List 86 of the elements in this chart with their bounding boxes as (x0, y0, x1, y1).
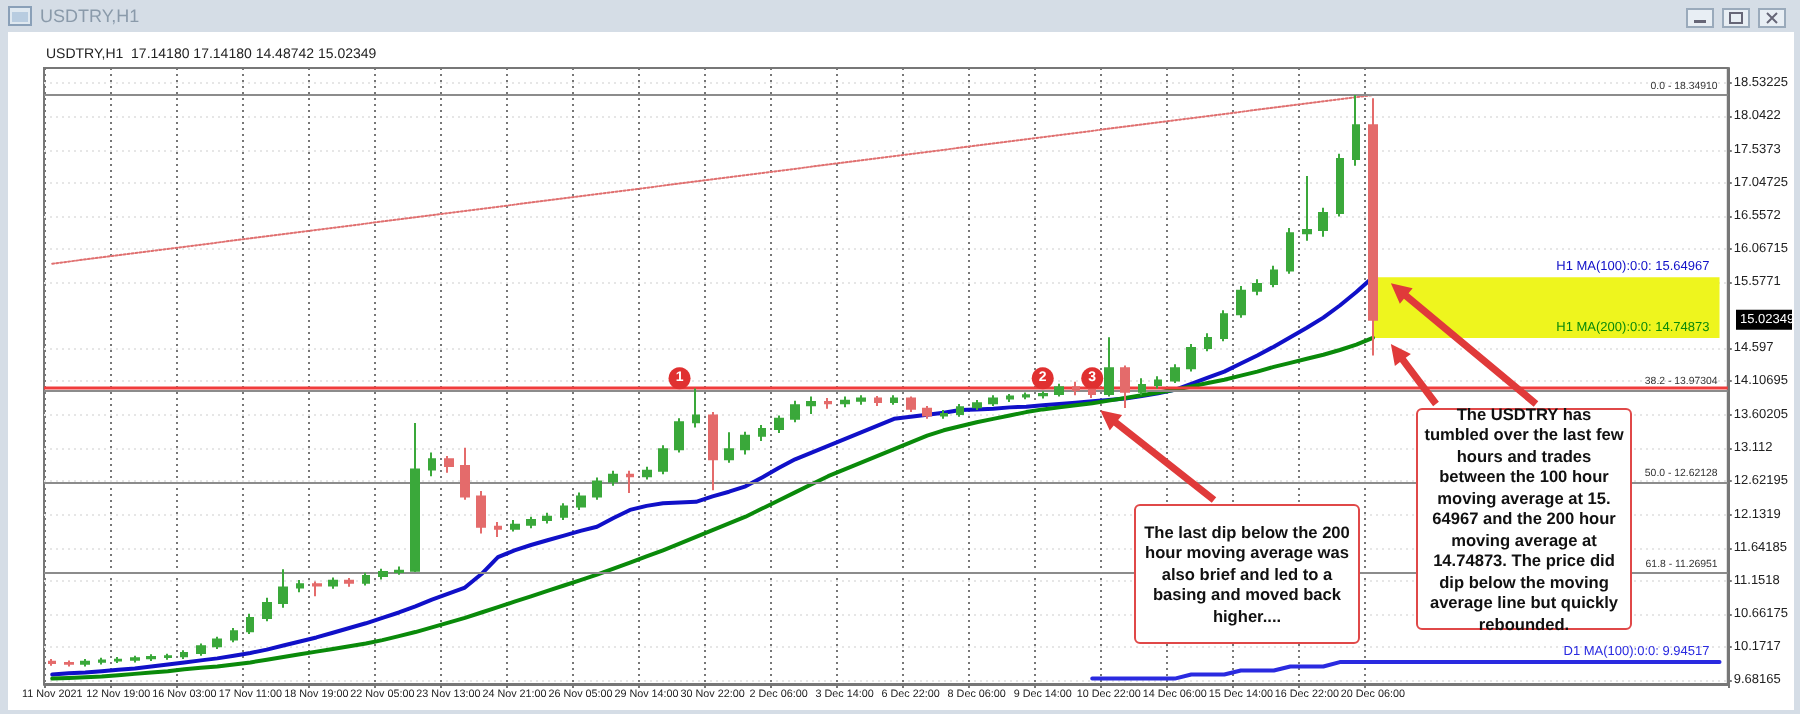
candlestick (262, 596, 272, 623)
candlestick (1270, 264, 1278, 289)
candlestick (394, 565, 404, 576)
candlestick (328, 576, 338, 590)
candlestick (362, 571, 370, 587)
candlestick (592, 476, 602, 501)
candlestick (956, 403, 964, 418)
candlestick (460, 446, 470, 501)
candlestick (312, 580, 322, 598)
candlestick (344, 577, 354, 588)
candlestick (1088, 388, 1096, 399)
candlestick (608, 469, 618, 487)
candlestick (278, 568, 288, 609)
candlestick (774, 414, 784, 435)
candlestick (790, 399, 800, 424)
candlestick (758, 423, 766, 443)
candlestick (674, 417, 684, 454)
candlestick (1336, 152, 1344, 218)
candlestick (1368, 97, 1378, 357)
candlestick (906, 395, 916, 414)
candlestick (922, 405, 932, 420)
candlestick (510, 519, 520, 533)
candlestick (972, 398, 982, 412)
candlestick (1204, 332, 1212, 353)
candlestick (1302, 174, 1312, 242)
candlestick (230, 627, 238, 644)
candlestick (444, 454, 454, 474)
candlestick (1022, 391, 1030, 401)
candlestick (1138, 377, 1146, 397)
candlestick (1054, 382, 1064, 398)
candlestick (164, 652, 172, 661)
candlestick (708, 411, 718, 492)
candlestick (1186, 342, 1196, 373)
candlestick (80, 658, 90, 668)
candlestick (1252, 278, 1262, 297)
candlestick (874, 394, 882, 408)
candlestick (824, 396, 832, 410)
candlestick (740, 430, 750, 456)
candlestick (64, 659, 74, 668)
candlestick (560, 502, 568, 522)
candlestick (246, 612, 254, 636)
candlestick (856, 394, 866, 406)
candlestick (296, 579, 304, 594)
candlestick (1072, 380, 1080, 397)
candlestick (890, 394, 898, 406)
candlestick (410, 421, 420, 573)
line-series (50, 335, 1375, 681)
candlestick (428, 451, 436, 478)
candlestick (626, 469, 634, 495)
candlestick (526, 515, 536, 530)
candlestick (1286, 226, 1294, 275)
candlestick (1038, 390, 1048, 400)
candlestick (130, 654, 140, 664)
candlestick (378, 567, 388, 581)
candlestick (1154, 375, 1162, 390)
candlestick (692, 387, 700, 429)
annotation: The last dip below the 200 hour moving average was also brief and led to a basing and moved back higher.... (1134, 504, 1360, 644)
candlestick (98, 656, 106, 666)
candlestick (476, 490, 486, 535)
candlestick (494, 521, 502, 538)
candlestick (658, 444, 668, 476)
line-series (1090, 660, 1722, 681)
candlestick (146, 653, 156, 663)
candlestick (576, 491, 586, 511)
candlestick (1352, 93, 1360, 167)
candlestick (724, 431, 734, 464)
candlestick (1104, 336, 1114, 398)
candlestick (212, 635, 222, 650)
candlestick (940, 409, 948, 420)
candlestick (542, 511, 552, 525)
candlestick (48, 658, 56, 667)
candlestick (840, 395, 850, 409)
candlestick (642, 465, 652, 481)
candlestick (1220, 309, 1228, 343)
candlestick (1120, 364, 1130, 410)
text: The USDTRY has tumbled over the last few hours and trades between the 100 hour moving average at 15. 64967 and the 200 hour moving average at 14.74873. The price did dip below the moving average line but quickly rebounded. (1424, 403, 1624, 634)
candlestick (988, 394, 998, 408)
candlestick (196, 642, 206, 657)
candlestick (806, 395, 816, 416)
candlestick (1236, 284, 1246, 319)
candlestick (180, 649, 188, 661)
candlestick (1318, 206, 1328, 238)
candlestick (114, 656, 122, 665)
candlestick (1006, 392, 1014, 403)
chart-title: USDTRY,H1 (40, 6, 140, 26)
candlestick (1170, 363, 1180, 385)
